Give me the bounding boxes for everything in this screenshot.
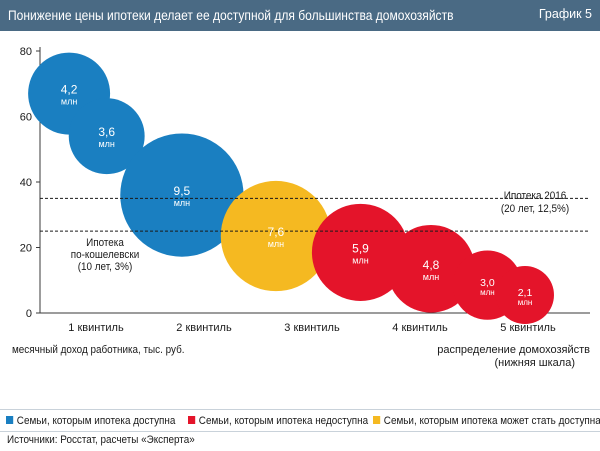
bubble-unit-label: млн — [174, 198, 190, 208]
bubble-unit-label: млн — [98, 139, 114, 149]
ref-label-koshelev-line3: (10 лет, 3%) — [77, 261, 133, 273]
bubble-value-label: 4,2 — [61, 83, 78, 97]
legend-item-unavailable: Семьи, которым ипотека недоступна — [188, 415, 368, 427]
bubble-unit-label: млн — [480, 288, 495, 297]
legend: Семьи, которым ипотека доступна Семьи, к… — [0, 409, 600, 432]
bubble — [496, 266, 554, 324]
x-category-label: 5 квинтиль — [500, 322, 556, 334]
bubble-value-label: 9,5 — [174, 184, 191, 198]
legend-item-available: Семьи, которым ипотека доступна — [6, 415, 175, 427]
legend-item-may-become-available: Семьи, которым ипотека может стать досту… — [373, 415, 600, 427]
bubble-chart: 0 20 40 60 80 1 квинтиль 2 квинтиль 3 квинтиль 4… — [20, 46, 590, 369]
bubble-unit-label: млн — [423, 272, 439, 282]
x-axis-title-line2: (нижняя шкала) — [495, 357, 575, 369]
bubble-value-label: 4,8 — [423, 258, 440, 272]
bubble-unit-label: млн — [61, 97, 77, 107]
bubble — [68, 98, 145, 175]
bubble — [311, 203, 410, 301]
y-tick-label: 60 — [20, 112, 32, 124]
x-category-label: 1 квинтиль — [68, 322, 124, 334]
x-category-label: 3 квинтиль — [284, 322, 340, 334]
bubble-unit-label: млн — [268, 239, 284, 249]
source-note: Источники: Росстат, расчеты «Эксперта» — [7, 434, 195, 446]
legend-swatch-available — [6, 416, 14, 424]
bubble — [220, 180, 332, 292]
chart-title: Понижение цены ипотеки делает ее доступн… — [8, 7, 454, 23]
y-tick-label: 40 — [20, 177, 32, 189]
y-tick-label: 0 — [26, 308, 32, 320]
ref-label-koshelev-line1: Ипотека — [86, 237, 124, 249]
x-axis-title-line1: распределение домохозяйств — [437, 344, 590, 356]
x-category-label: 4 квинтиль — [392, 322, 448, 334]
y-tick-label: 20 — [20, 243, 32, 255]
bubble-value-label: 3,6 — [98, 125, 115, 139]
bubble-unit-label: млн — [352, 255, 368, 265]
chart-number: График 5 — [538, 7, 592, 21]
ref-label-2016-line2: (20 лет, 12,5%) — [500, 203, 570, 215]
bubble — [120, 133, 244, 257]
y-tick-label: 80 — [20, 46, 32, 58]
ref-label-2016-line1: Ипотека 2016 — [503, 190, 567, 202]
bubble-unit-label: млн — [518, 298, 533, 307]
legend-swatch-may-become-available — [373, 416, 381, 424]
legend-swatch-unavailable — [188, 416, 196, 424]
y-axis-title-line1: месячный доход работника, тыс. руб. — [12, 344, 185, 356]
bubble-value-label: 3,0 — [480, 277, 495, 289]
chart-header: Понижение цены ипотеки делает ее доступн… — [0, 0, 600, 31]
x-category-label: 2 квинтиль — [176, 322, 232, 334]
bubble-value-label: 5,9 — [352, 241, 369, 255]
bubble-value-label: 7,6 — [268, 225, 285, 239]
ref-label-koshelev-line2: по-кошелевски — [70, 249, 140, 261]
bubble — [387, 224, 475, 313]
bubble-value-label: 2,1 — [518, 287, 533, 299]
